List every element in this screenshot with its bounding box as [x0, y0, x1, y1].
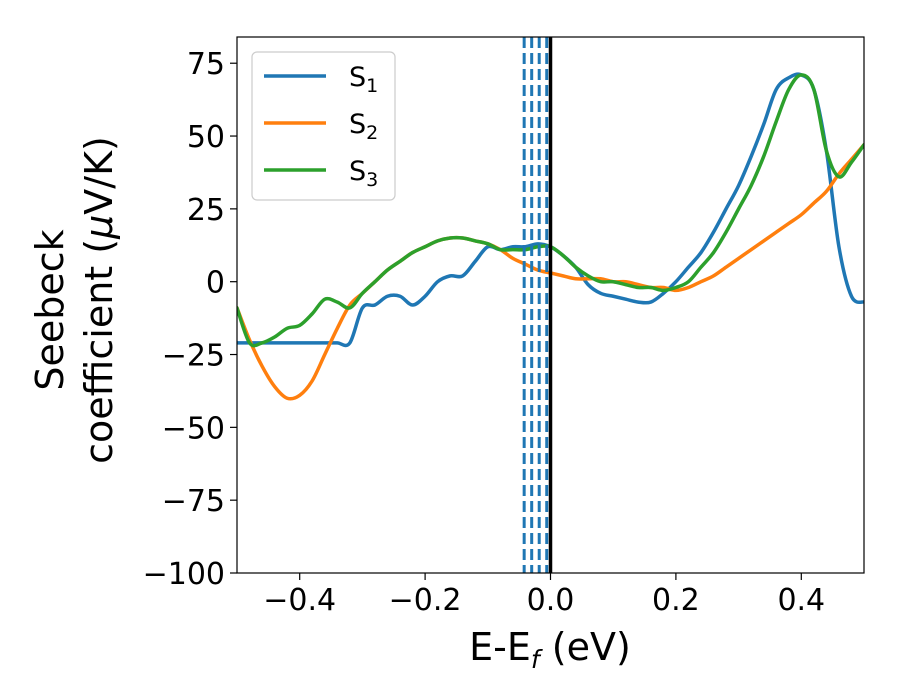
- y-tick-label: −75: [162, 484, 225, 519]
- x-tick-label: −0.2: [389, 583, 462, 618]
- y-axis-title-line1: Seebeck: [28, 229, 72, 390]
- y-tick-label: 50: [187, 120, 225, 155]
- y-tick-label: 0: [206, 266, 225, 301]
- x-axis-title: E-Ef (eV): [469, 625, 631, 674]
- y-tick-label: 75: [187, 47, 225, 82]
- vertical-marker-lines: [522, 37, 553, 573]
- legend: S1 S2 S3: [251, 51, 396, 201]
- x-tick-label: 0.4: [777, 583, 825, 618]
- x-axis-ticks: −0.4 −0.2 0.0 0.2 0.4: [263, 573, 825, 618]
- legend-label-s3: S3: [349, 156, 378, 191]
- y-tick-label: −50: [162, 411, 225, 446]
- y-tick-label: −25: [162, 339, 225, 374]
- legend-box: [251, 51, 396, 201]
- legend-label-s2: S2: [349, 109, 378, 144]
- legend-label-s1: S1: [349, 62, 378, 97]
- x-tick-label: −0.4: [263, 583, 336, 618]
- y-axis-ticks: 75 50 25 0 −25 −50 −75 −100: [143, 47, 237, 592]
- y-axis-title-line2: coefficient (μV/K): [77, 136, 121, 464]
- x-tick-label: 0.2: [652, 583, 700, 618]
- y-tick-label: 25: [187, 193, 225, 228]
- x-tick-label: 0.0: [527, 583, 575, 618]
- y-tick-label: −100: [143, 557, 225, 592]
